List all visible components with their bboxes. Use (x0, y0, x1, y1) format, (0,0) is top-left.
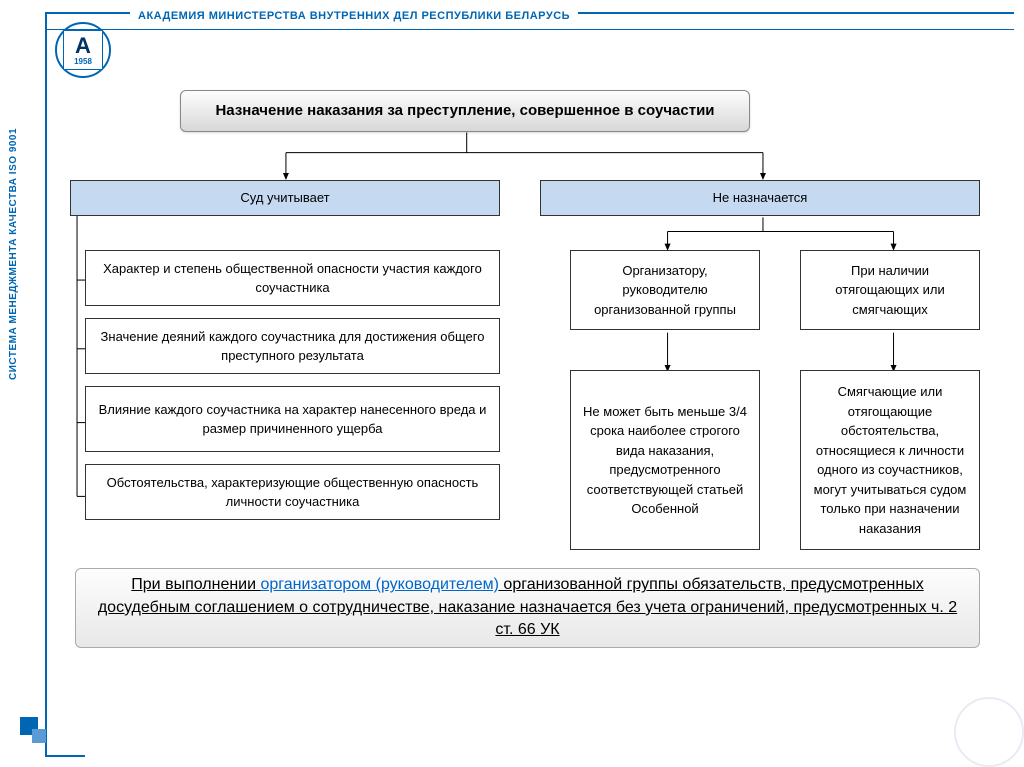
right-col2-bot: Смягчающие или отягощающие обстоятельств… (800, 370, 980, 550)
bottom-note-text: При выполнении организатором (руководите… (90, 574, 965, 641)
left-item-3: Обстоятельства, характеризующие обществе… (85, 464, 500, 520)
left-item-2: Влияние каждого соучастника на характер … (85, 386, 500, 452)
iso-vertical-text: СИСТЕМА МЕНЕДЖМЕНТА КАЧЕСТВА ISO 9001 (8, 128, 19, 380)
right-col2-top-text: При наличии отягощающих или смягчающих (811, 261, 969, 320)
institution-name: АКАДЕМИЯ МИНИСТЕРСТВА ВНУТРЕННИХ ДЕЛ РЕС… (130, 10, 578, 22)
left-header-box: Суд учитывает (70, 180, 500, 216)
left-item-1: Значение деяний каждого соучастника для … (85, 318, 500, 374)
logo-year: 1958 (74, 57, 92, 66)
left-frame-bottom (45, 755, 85, 757)
flowchart: Назначение наказания за преступление, со… (70, 90, 1004, 737)
right-col2-top: При наличии отягощающих или смягчающих (800, 250, 980, 330)
right-header-text: Не назначается (713, 188, 808, 208)
left-item-0: Характер и степень общественной опасност… (85, 250, 500, 306)
title-text: Назначение наказания за преступление, со… (215, 100, 714, 123)
left-frame (45, 12, 49, 757)
left-item-3-text: Обстоятельства, характеризующие обществе… (96, 473, 489, 512)
bottom-pre: При выполнении (131, 576, 260, 593)
left-header-text: Суд учитывает (240, 188, 329, 208)
left-item-2-text: Влияние каждого соучастника на характер … (96, 400, 489, 439)
right-col1-bot: Не может быть меньше 3/4 срока наиболее … (570, 370, 760, 550)
right-col2-bot-text: Смягчающие или отягощающие обстоятельств… (811, 382, 969, 538)
bottom-note-box: При выполнении организатором (руководите… (75, 568, 980, 648)
logo-letter: А (75, 35, 91, 57)
bottom-link: организатором (руководителем) (261, 576, 499, 593)
right-col1-top-text: Организатору, руководителю организованно… (581, 261, 749, 320)
left-item-1-text: Значение деяний каждого соучастника для … (96, 327, 489, 366)
title-box: Назначение наказания за преступление, со… (180, 90, 750, 132)
academy-logo: А 1958 (55, 22, 115, 82)
corner-decoration (20, 717, 50, 747)
right-col1-top: Организатору, руководителю организованно… (570, 250, 760, 330)
left-item-0-text: Характер и степень общественной опасност… (96, 259, 489, 298)
right-header-box: Не назначается (540, 180, 980, 216)
right-col1-bot-text: Не может быть меньше 3/4 срока наиболее … (581, 402, 749, 519)
